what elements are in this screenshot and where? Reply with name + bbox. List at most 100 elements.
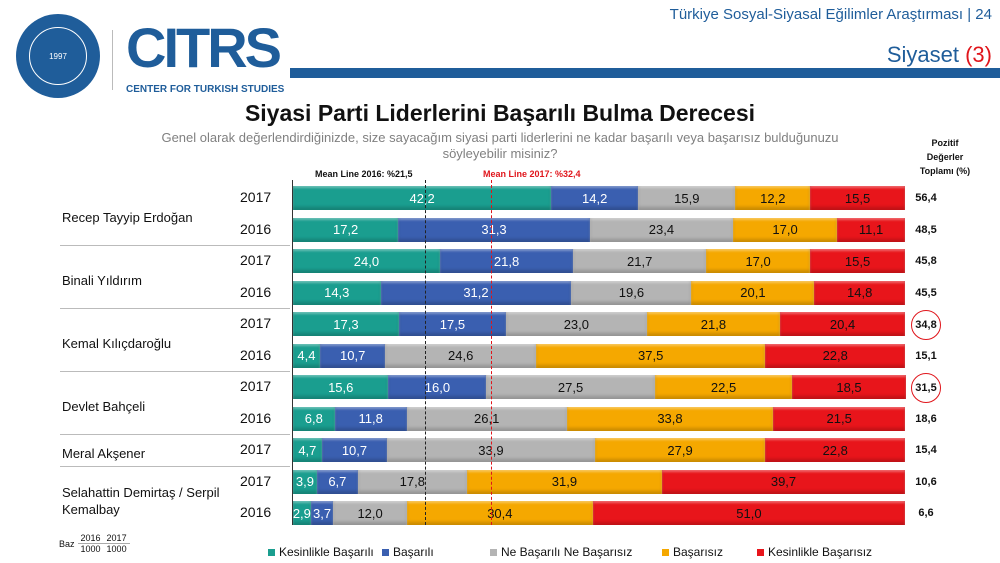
base-label: Baz [59, 538, 75, 549]
bar-segment: 15,5 [810, 249, 905, 273]
bar-segment: 30,4 [406, 501, 593, 525]
year-label: 2017 [240, 441, 272, 457]
bar-segment: 31,2 [380, 280, 572, 305]
header-rule [290, 68, 1000, 78]
bar-segment: 2,9 [293, 501, 311, 525]
legend-swatch [382, 548, 389, 556]
leader-label: Binali Yıldırım [62, 272, 142, 288]
leader-label: Meral Akşener [62, 445, 146, 461]
year-label: 2016 [240, 504, 272, 520]
legend-label: Kesinlikle Başarılı [279, 545, 374, 559]
kadir-has-seal-logo: 1997 [16, 14, 100, 98]
mean-line-2016 [424, 180, 426, 525]
logo-divider [112, 30, 113, 90]
bar-segment: 16,0 [388, 375, 487, 399]
group-separator [60, 245, 290, 246]
bar-segment: 17,2 [293, 217, 399, 242]
bar-segment: 26,1 [406, 406, 567, 431]
bar-segment: 15,9 [638, 186, 736, 210]
group-separator [60, 371, 290, 372]
mean-line-2017 [491, 180, 493, 525]
mean-line-2017-label: Mean Line 2017: %32,4 [483, 169, 581, 179]
section-number: (3) [965, 42, 992, 67]
year-label: 2016 [240, 220, 272, 237]
positive-total: 10,6 [915, 475, 937, 488]
year-label: 2016 [240, 283, 272, 300]
positive-total: 45,5 [915, 286, 937, 299]
bar-segment: 42,2 [293, 186, 552, 210]
mean-line-2016-label: Mean Line 2016: %21,5 [315, 169, 413, 179]
year-label: 2017 [240, 315, 272, 331]
y-axis [292, 180, 293, 525]
legend-label: Ne Başarılı Ne Başarısız [501, 545, 633, 559]
bar-segment: 21,8 [646, 312, 781, 336]
bar-segment: 6,7 [316, 469, 358, 494]
bar-segment: 39,7 [662, 469, 905, 494]
year-label: 2017 [240, 472, 272, 489]
bar-segment: 27,5 [486, 375, 655, 399]
bar-segment: 4,7 [293, 438, 322, 462]
bar-segment: 37,5 [535, 343, 766, 368]
bar-segment: 21,5 [773, 406, 905, 431]
bar-segment: 21,8 [439, 249, 574, 273]
section-title: Siyaset (3) [887, 42, 992, 68]
bar-segment: 27,9 [594, 438, 766, 462]
base-count: 1000 [106, 544, 127, 554]
bar-segment: 19,6 [571, 280, 692, 305]
positive-total: 18,6 [915, 412, 937, 425]
legend-item: Kesinlikle Başarısız [757, 545, 872, 559]
group-separator [60, 434, 290, 435]
bar-segment: 18,5 [792, 375, 906, 399]
positive-total: 15,4 [915, 444, 937, 456]
bar-segment: 22,8 [765, 343, 905, 368]
bar-segment: 17,3 [293, 312, 399, 336]
positive-header-line: Toplamı (%) [919, 166, 971, 176]
bar-segment: 20,1 [691, 280, 815, 305]
legend-item: Kesinlikle Başarılı [268, 545, 374, 559]
bar-segment: 10,7 [321, 438, 388, 462]
year-label: 2017 [240, 189, 272, 205]
bar-segment: 21,7 [573, 249, 707, 273]
positive-total: 34,8 [911, 310, 941, 340]
bar-segment: 22,5 [654, 375, 793, 399]
group-separator [60, 465, 290, 467]
leader-label: Selahattin Demirtaş / Serpil Kemalbay [62, 485, 220, 517]
positive-total-header: Pozitif Değerler Toplamı (%) [910, 136, 980, 178]
leader-label: Kemal Kılıçdaroğlu [62, 335, 172, 351]
bar-segment: 23,4 [589, 217, 734, 242]
legend-swatch [490, 548, 497, 556]
bar-segment: 4,4 [293, 343, 320, 368]
bar-segment: 22,8 [765, 438, 905, 462]
bar-segment: 12,2 [735, 186, 811, 210]
bar-segment: 33,8 [566, 406, 774, 431]
year-label: 2016 [240, 346, 272, 363]
citrs-logo: CITRS [126, 16, 282, 79]
bar-segment: 12,0 [333, 501, 407, 525]
year-label: 2017 [240, 252, 272, 268]
legend-label: Başarısız [673, 545, 724, 559]
bar-segment: 17,0 [733, 217, 838, 242]
bar-segment: 24,6 [385, 343, 536, 368]
chart-title: Siyasi Parti Liderlerini Başarılı Bulma … [244, 100, 756, 126]
positive-total: 56,4 [915, 192, 937, 204]
bar-segment: 3,7 [310, 501, 334, 525]
bar-segment: 6,8 [293, 406, 335, 431]
section-label: Siyaset [886, 42, 959, 67]
bar-segment: 15,6 [293, 375, 389, 399]
chart-question: Genel olarak değerlendirdiğinizde, size … [161, 130, 839, 161]
leader-label: Recep Tayyip Erdoğan [62, 209, 193, 225]
bar-segment: 15,5 [810, 186, 905, 210]
bar-segment: 51,0 [592, 501, 905, 525]
bar-segment: 10,7 [319, 343, 386, 368]
bar-segment: 20,4 [780, 312, 905, 336]
bar-segment: 17,0 [706, 249, 811, 273]
bar-segment: 14,2 [551, 186, 639, 210]
year-label: 2017 [240, 378, 272, 394]
report-title: Türkiye Sosyal-Siyasal Eğilimler Araştır… [669, 6, 992, 23]
bar-segment: 23,0 [505, 312, 647, 336]
base-count: 1000 [80, 544, 101, 554]
legend-swatch [757, 548, 764, 556]
bar-segment: 3,9 [293, 469, 317, 494]
bar-segment: 11,1 [837, 217, 905, 242]
